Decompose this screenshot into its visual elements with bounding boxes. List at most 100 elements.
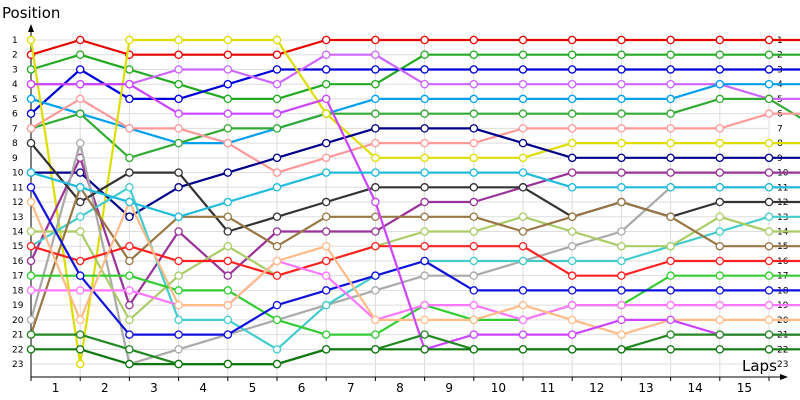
data-point [75, 35, 85, 45]
data-point [715, 79, 725, 89]
data-point [223, 79, 233, 89]
data-point [715, 241, 725, 251]
data-point [125, 212, 134, 222]
data-point [764, 256, 774, 266]
data-point [321, 50, 331, 59]
data-point [174, 315, 183, 325]
series-16 [26, 241, 800, 280]
data-point [469, 153, 479, 163]
data-point [26, 109, 36, 118]
y-tick-label-left: 16 [12, 257, 24, 267]
data-point [567, 35, 577, 45]
data-point [617, 197, 626, 207]
data-point [617, 315, 626, 325]
data-point [371, 138, 380, 148]
data-point [764, 50, 774, 59]
y-tick-label-left: 6 [12, 110, 18, 120]
data-point [125, 79, 134, 89]
series-2 [26, 50, 800, 104]
y-tick-label-left: 13 [12, 213, 23, 223]
data-point [469, 183, 479, 192]
data-point [371, 345, 380, 354]
data-point [75, 168, 85, 177]
series-line [30, 68, 800, 115]
data-point [75, 330, 85, 339]
data-point [125, 183, 134, 192]
data-point [617, 227, 626, 236]
data-point [371, 315, 380, 325]
data-point [715, 345, 725, 354]
data-point [420, 35, 429, 45]
data-point [321, 168, 331, 177]
data-point [518, 168, 528, 177]
x-tick-label: 4 [199, 381, 207, 395]
data-point [518, 109, 528, 118]
data-point [125, 345, 134, 354]
data-point [75, 79, 85, 89]
data-point [125, 359, 134, 369]
data-point [75, 315, 85, 325]
series-line [31, 348, 800, 366]
y-tick-label-left: 18 [12, 286, 24, 296]
data-point [26, 241, 36, 251]
series-20 [26, 197, 800, 339]
data-point [321, 271, 331, 280]
data-point [26, 286, 36, 295]
data-point [321, 35, 331, 45]
data-point [223, 300, 233, 310]
data-point [272, 79, 282, 89]
data-point [469, 212, 479, 222]
data-point [567, 183, 577, 192]
data-point [272, 94, 282, 104]
data-point [518, 212, 528, 222]
data-point [223, 168, 233, 177]
data-point [617, 168, 626, 177]
data-point [715, 315, 725, 325]
data-point [617, 109, 626, 118]
data-point [715, 35, 725, 45]
data-point [764, 35, 774, 45]
data-point [518, 227, 528, 236]
data-point [174, 183, 183, 192]
data-point [75, 271, 85, 280]
data-point [567, 168, 577, 177]
data-point [223, 35, 233, 45]
data-point [321, 79, 331, 89]
data-point [666, 183, 675, 192]
data-point [371, 124, 380, 133]
data-point [125, 124, 134, 133]
data-point [518, 138, 528, 148]
y-tick-label-left: 8 [12, 139, 18, 149]
data-point [174, 50, 183, 59]
data-point [518, 94, 528, 104]
data-point [764, 286, 774, 295]
y-tick-label-left: 12 [12, 198, 23, 208]
data-point [420, 271, 429, 280]
data-point [666, 50, 675, 59]
data-point [469, 286, 479, 295]
data-point [75, 65, 85, 74]
data-point [420, 65, 429, 74]
x-tick-label: 13 [638, 381, 653, 395]
data-point [420, 153, 429, 163]
data-point [617, 50, 626, 59]
data-point [272, 109, 282, 118]
data-point [174, 227, 183, 236]
data-point [469, 197, 479, 207]
data-point [567, 212, 577, 222]
data-point [420, 124, 429, 133]
data-point [321, 109, 331, 118]
data-point [223, 109, 233, 118]
data-point [469, 256, 479, 266]
data-point [420, 168, 429, 177]
data-point [518, 50, 528, 59]
y-tick-label-left: 17 [12, 272, 23, 282]
data-point [321, 65, 331, 74]
data-point [223, 124, 233, 133]
x-tick-label: 3 [150, 381, 158, 395]
data-point [420, 315, 429, 325]
data-point [272, 271, 282, 280]
data-point [272, 65, 282, 74]
data-point [567, 124, 577, 133]
